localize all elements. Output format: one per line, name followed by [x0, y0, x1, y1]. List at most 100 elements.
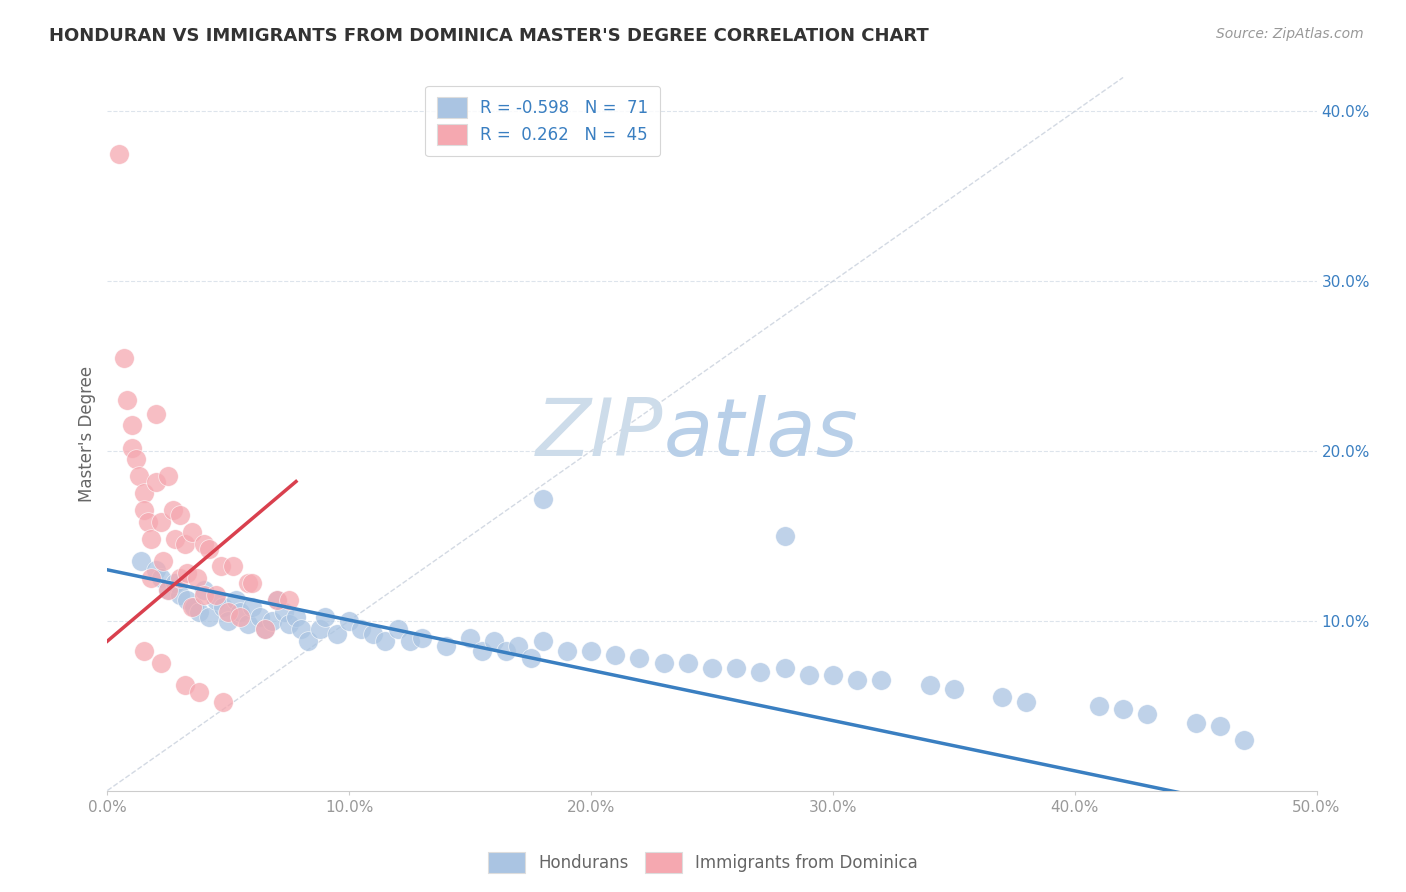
Point	[350, 622, 373, 636]
Point	[121, 441, 143, 455]
Point	[156, 583, 179, 598]
Point	[236, 617, 259, 632]
Point	[198, 610, 221, 624]
Point	[458, 631, 481, 645]
Point	[484, 634, 506, 648]
Point	[156, 469, 179, 483]
Point	[555, 644, 578, 658]
Point	[290, 622, 312, 636]
Point	[139, 571, 162, 585]
Point	[942, 681, 965, 696]
Point	[132, 503, 155, 517]
Point	[579, 644, 602, 658]
Point	[132, 486, 155, 500]
Point	[152, 554, 174, 568]
Point	[531, 491, 554, 506]
Point	[1112, 702, 1135, 716]
Point	[222, 559, 245, 574]
Point	[242, 600, 264, 615]
Point	[176, 593, 198, 607]
Point	[374, 634, 396, 648]
Point	[193, 537, 215, 551]
Point	[193, 583, 215, 598]
Point	[495, 644, 517, 658]
Point	[173, 678, 195, 692]
Point	[253, 622, 276, 636]
Point	[165, 576, 187, 591]
Point	[236, 576, 259, 591]
Point	[1233, 732, 1256, 747]
Point	[249, 610, 271, 624]
Point	[149, 571, 172, 585]
Point	[198, 542, 221, 557]
Point	[165, 533, 187, 547]
Point	[132, 644, 155, 658]
Point	[773, 529, 796, 543]
Point	[277, 617, 299, 632]
Point	[749, 665, 772, 679]
Point	[628, 651, 651, 665]
Point	[145, 475, 167, 489]
Point	[125, 452, 148, 467]
Point	[846, 673, 869, 688]
Point	[725, 661, 748, 675]
Point	[1184, 715, 1206, 730]
Point	[193, 588, 215, 602]
Legend: Hondurans, Immigrants from Dominica: Hondurans, Immigrants from Dominica	[481, 846, 925, 880]
Point	[217, 605, 239, 619]
Point	[605, 648, 627, 662]
Point	[212, 600, 235, 615]
Point	[1136, 707, 1159, 722]
Point	[260, 614, 283, 628]
Legend: R = -0.598   N =  71, R =  0.262   N =  45: R = -0.598 N = 71, R = 0.262 N = 45	[425, 86, 659, 156]
Point	[212, 695, 235, 709]
Point	[145, 407, 167, 421]
Point	[242, 576, 264, 591]
Point	[991, 690, 1014, 705]
Point	[797, 668, 820, 682]
Point	[1088, 698, 1111, 713]
Point	[326, 627, 349, 641]
Text: Source: ZipAtlas.com: Source: ZipAtlas.com	[1216, 27, 1364, 41]
Point	[112, 351, 135, 365]
Point	[676, 656, 699, 670]
Point	[173, 537, 195, 551]
Point	[181, 600, 204, 615]
Point	[145, 563, 167, 577]
Point	[121, 418, 143, 433]
Point	[363, 627, 385, 641]
Point	[225, 593, 247, 607]
Point	[1209, 719, 1232, 733]
Point	[129, 554, 152, 568]
Point	[188, 605, 211, 619]
Point	[181, 525, 204, 540]
Point	[217, 614, 239, 628]
Point	[508, 639, 530, 653]
Point	[229, 605, 252, 619]
Point	[277, 593, 299, 607]
Point	[1015, 695, 1038, 709]
Text: HONDURAN VS IMMIGRANTS FROM DOMINICA MASTER'S DEGREE CORRELATION CHART: HONDURAN VS IMMIGRANTS FROM DOMINICA MAS…	[49, 27, 929, 45]
Point	[398, 634, 420, 648]
Point	[821, 668, 844, 682]
Point	[411, 631, 433, 645]
Point	[253, 622, 276, 636]
Point	[188, 685, 211, 699]
Point	[297, 634, 319, 648]
Point	[266, 593, 288, 607]
Point	[434, 639, 457, 653]
Point	[108, 146, 131, 161]
Point	[169, 588, 191, 602]
Point	[156, 583, 179, 598]
Point	[149, 656, 172, 670]
Point	[186, 571, 208, 585]
Point	[773, 661, 796, 675]
Point	[138, 516, 160, 530]
Point	[273, 605, 295, 619]
Point	[229, 610, 252, 624]
Text: ZIP: ZIP	[536, 395, 664, 473]
Point	[652, 656, 675, 670]
Point	[205, 593, 228, 607]
Point	[183, 600, 205, 615]
Point	[531, 634, 554, 648]
